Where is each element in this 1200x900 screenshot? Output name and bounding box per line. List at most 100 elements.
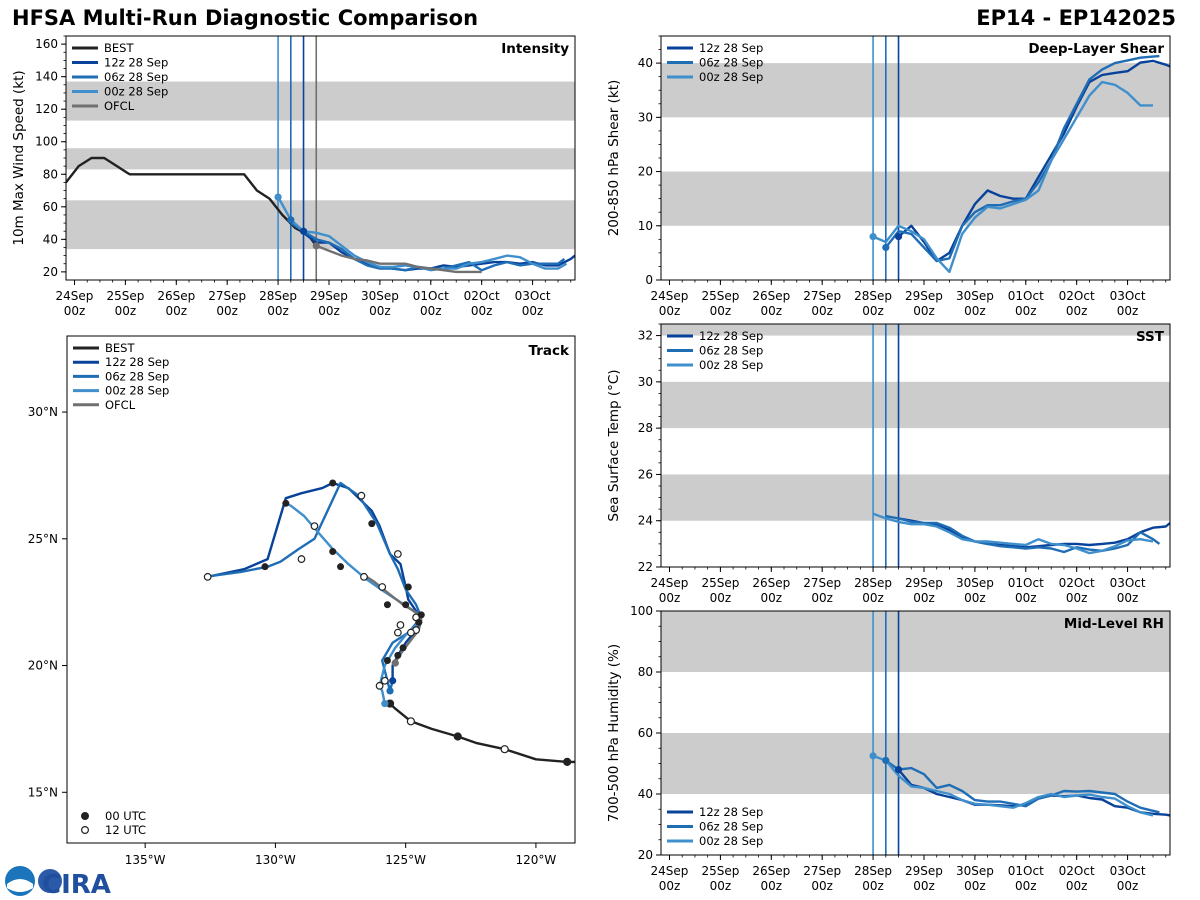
- panel-title: Mid-Level RH: [1064, 616, 1164, 632]
- x-tick-day-label: 26Sep: [752, 576, 790, 590]
- x-tick-hour-label: 00z: [1015, 879, 1037, 893]
- storm-id: EP14 - EP142025: [976, 6, 1176, 30]
- y-tick-label: 160: [35, 37, 58, 51]
- x-tick-day-label: 24Sep: [651, 576, 689, 590]
- y-tick-label: 60: [43, 200, 58, 214]
- x-tick-hour-label: 00z: [862, 591, 884, 605]
- track-plot-area: [203, 479, 575, 766]
- y-tick-label: 40: [43, 232, 58, 246]
- x-tick-day-label: 24Sep: [56, 289, 94, 303]
- x-tick-hour-label: 00z: [811, 879, 833, 893]
- x-tick-day-label: 01Oct: [1008, 576, 1044, 590]
- x-tick-hour-label: 00z: [964, 304, 986, 318]
- y-axis-label: Sea Surface Temp (°C): [606, 369, 622, 521]
- track-panel: 135°W 130°W 125°W 120°W 15°N 20°N 25°N 30°N Trac…: [28, 335, 576, 867]
- x-tick-hour-label: 00z: [659, 879, 681, 893]
- series-line-run06: [885, 514, 1161, 554]
- x-tick-day-label: 03Oct: [1110, 289, 1146, 303]
- y-tick-label: 60: [638, 726, 653, 740]
- x-tick-hour-label: 00z: [1066, 879, 1088, 893]
- init-marker: [882, 243, 890, 252]
- legend-label: 12z 28 Sep: [105, 355, 169, 369]
- lat-tick-label: 25°N: [28, 532, 58, 546]
- y-tick-label: 40: [638, 787, 653, 801]
- x-tick-day-label: 28Sep: [854, 289, 892, 303]
- init-marker: [869, 233, 877, 241]
- track-point-12utc: [380, 676, 389, 685]
- track-point-00utc: [402, 601, 410, 609]
- track-point-12utc: [357, 491, 366, 500]
- x-tick-day-label: 30Sep: [956, 289, 994, 303]
- y-tick-label: 80: [43, 167, 58, 181]
- legend-label: OFCL: [104, 99, 135, 113]
- x-tick-hour-label: 00z: [811, 591, 833, 605]
- legend-label: 06z 28 Sep: [104, 70, 168, 84]
- marker-legend-symbol: [80, 811, 89, 820]
- y-tick-label: 40: [638, 56, 653, 70]
- lat-tick-label: 30°N: [28, 405, 58, 419]
- x-tick-day-label: 25Sep: [701, 864, 739, 878]
- legend-label: 00z 28 Sep: [699, 834, 763, 848]
- shear-panel: 01020304024Sep00z25Sep00z26Sep00z27Sep00…: [606, 35, 1171, 318]
- x-tick-hour-label: 00z: [760, 591, 782, 605]
- x-tick-day-label: 27Sep: [803, 576, 841, 590]
- page-title: HFSA Multi-Run Diagnostic Comparison: [12, 6, 479, 30]
- lon-tick-label: 135°W: [125, 853, 166, 867]
- track-point-00utc: [417, 611, 425, 619]
- track-point-00utc: [329, 547, 337, 555]
- track-point-12utc: [393, 550, 402, 558]
- x-tick-hour-label: 00z: [862, 304, 884, 318]
- y-tick-label: 10: [638, 219, 653, 233]
- panel-title: Deep-Layer Shear: [1028, 41, 1164, 57]
- x-tick-hour-label: 00z: [1015, 304, 1037, 318]
- series-line-run12: [897, 59, 1170, 263]
- x-tick-hour-label: 00z: [659, 304, 681, 318]
- x-tick-hour-label: 00z: [420, 304, 442, 318]
- marker-legend-symbol: [80, 825, 89, 834]
- legend-label: 06z 28 Sep: [699, 344, 763, 358]
- x-tick-hour-label: 00z: [165, 304, 187, 318]
- track-line-run06: [204, 481, 423, 693]
- shear-plot-area: [661, 36, 1170, 280]
- y-tick-label: 120: [35, 102, 58, 116]
- x-tick-hour-label: 00z: [1066, 304, 1088, 318]
- x-tick-day-label: 02Oct: [1059, 576, 1095, 590]
- track-point-12utc: [378, 583, 387, 591]
- x-tick-day-label: 03Oct: [1110, 864, 1146, 878]
- x-tick-day-label: 27Sep: [803, 289, 841, 303]
- x-tick-hour-label: 00z: [913, 879, 935, 893]
- y-tick-label: 22: [638, 560, 653, 574]
- cira-logo: CIRA: [5, 866, 111, 898]
- run-start-point: [389, 677, 397, 685]
- x-tick-hour-label: 00z: [1066, 591, 1088, 605]
- track-line-ofcl: [365, 575, 423, 664]
- x-tick-hour-label: 00z: [267, 304, 289, 318]
- y-tick-label: 32: [638, 329, 653, 343]
- x-tick-hour-label: 00z: [964, 591, 986, 605]
- y-tick-label: 26: [638, 467, 653, 481]
- x-tick-day-label: 26Sep: [752, 289, 790, 303]
- series-line-run00: [872, 80, 1153, 274]
- lat-tick-label: 15°N: [28, 785, 58, 799]
- y-tick-label: 20: [638, 165, 653, 179]
- intensity-plot-area: [66, 36, 575, 280]
- y-tick-label: 100: [630, 604, 653, 618]
- x-tick-day-label: 27Sep: [208, 289, 246, 303]
- track-point-00utc: [282, 499, 290, 507]
- panel-title: SST: [1136, 329, 1165, 345]
- x-tick-day-label: 26Sep: [752, 864, 790, 878]
- y-tick-label: 140: [35, 70, 58, 84]
- x-tick-day-label: 29Sep: [905, 289, 943, 303]
- track-point-00utc: [368, 520, 376, 528]
- lon-tick-label: 120°W: [516, 853, 557, 867]
- y-tick-label: 20: [43, 265, 58, 279]
- track-point-12utc: [396, 621, 405, 629]
- track-point-00utc: [383, 601, 391, 609]
- axes-frame: [66, 335, 576, 844]
- track-point-00utc: [399, 644, 407, 652]
- x-tick-day-label: 24Sep: [651, 864, 689, 878]
- y-tick-label: 100: [35, 135, 58, 149]
- x-tick-hour-label: 00z: [318, 304, 340, 318]
- x-tick-day-label: 24Sep: [651, 289, 689, 303]
